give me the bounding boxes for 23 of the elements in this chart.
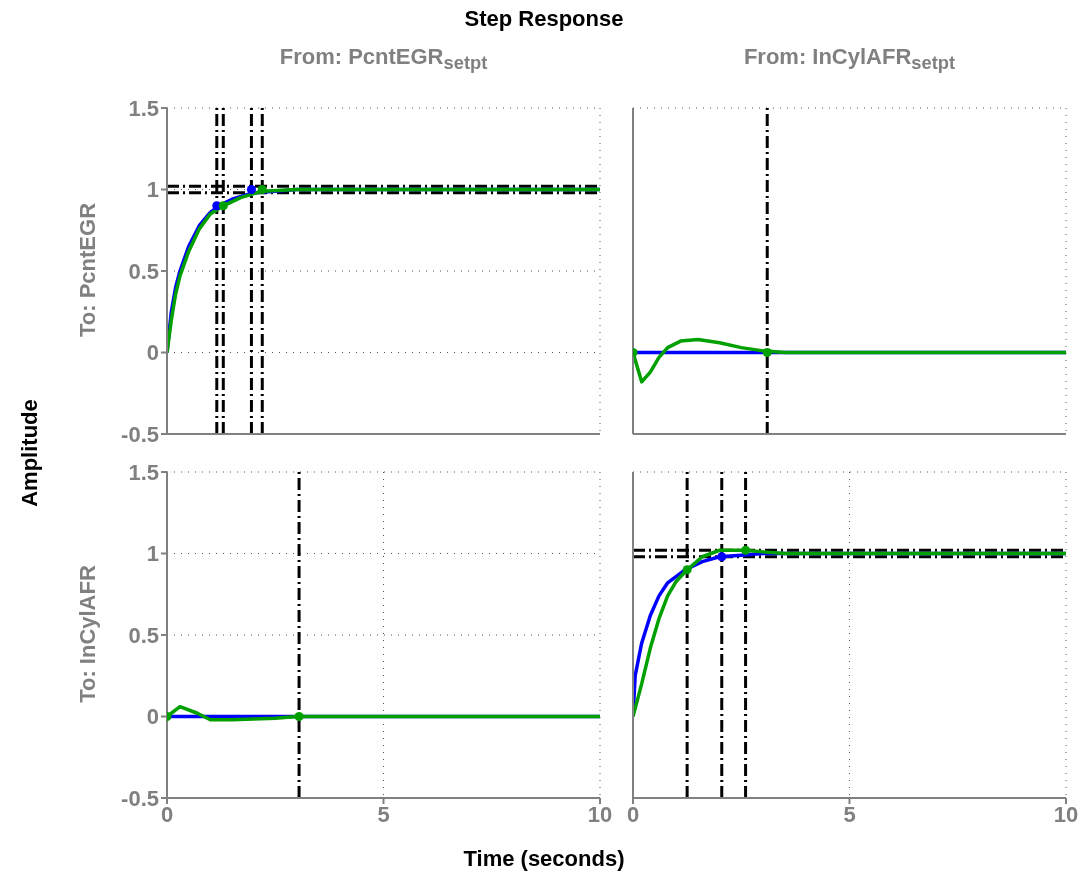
y-tick-label: 1 [146, 177, 159, 203]
chart-title: Step Response [463, 6, 625, 32]
y-tick-label: 0.5 [128, 622, 159, 648]
y-tick-label: 0 [146, 340, 159, 366]
y-tick-label: -0.5 [121, 421, 159, 447]
chart-subtitle: From: InCylAFR$_{setpt}$ [742, 44, 957, 75]
x-tick-label: 5 [843, 801, 856, 827]
x-tick-label: 10 [1053, 801, 1079, 827]
x-tick-label: 0 [626, 801, 640, 827]
y-tick-label: 1.5 [128, 459, 159, 485]
x-tick-label: 10 [587, 801, 613, 827]
text: Amplitude [17, 398, 43, 509]
y-axis-title: To: InCylAFR [75, 564, 101, 705]
chart-subtitle: From: PcntEGR$_{setpt}$ [278, 44, 489, 75]
y-tick-label: 0 [146, 704, 159, 730]
line-series [167, 704, 600, 722]
y-axis-title: To: PcntEGR [75, 202, 101, 339]
text: Time (seconds) [462, 846, 626, 872]
y-tick-label: 1.5 [128, 95, 159, 121]
y-tick-label: 1 [146, 541, 159, 567]
x-tick-label: 5 [377, 801, 390, 827]
y-tick-label: 0.5 [128, 258, 159, 284]
y-tick-label: -0.5 [121, 785, 159, 811]
